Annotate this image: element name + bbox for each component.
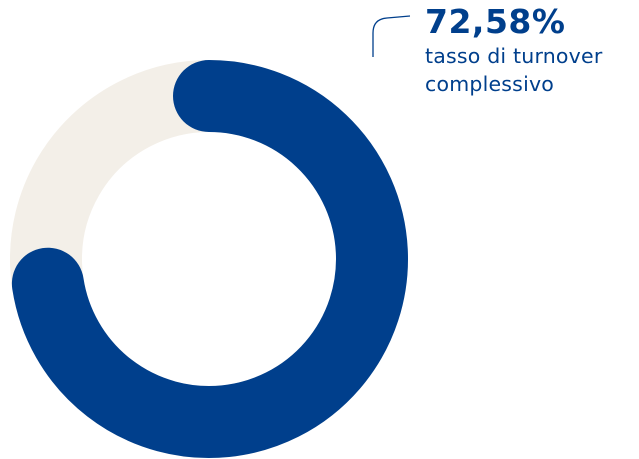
callout-leader-line — [373, 16, 410, 57]
turnover-value-label: 72,58% — [425, 2, 602, 42]
turnover-description-line-1: tasso di turnover — [425, 42, 602, 70]
callout: 72,58% tasso di turnover complessivo — [425, 2, 602, 98]
turnover-description-line-2: complessivo — [425, 70, 602, 98]
